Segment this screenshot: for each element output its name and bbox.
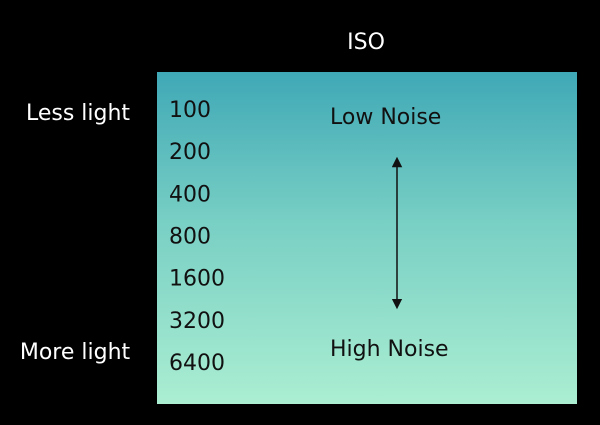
more-light-label: More light [20, 340, 131, 365]
iso-panel [157, 72, 577, 404]
iso-value: 200 [169, 140, 211, 165]
low-noise-label: Low Noise [330, 105, 441, 130]
iso-value: 100 [169, 98, 211, 123]
title: ISO [347, 30, 385, 55]
iso-value: 800 [169, 225, 211, 250]
iso-list: 100 200 400 800 1600 3200 6400 [169, 98, 225, 376]
iso-value: 1600 [169, 267, 225, 292]
iso-value: 3200 [169, 309, 225, 334]
iso-value: 6400 [169, 351, 225, 376]
less-light-label: Less light [26, 101, 130, 126]
iso-value: 400 [169, 182, 211, 207]
high-noise-label: High Noise [330, 337, 449, 362]
